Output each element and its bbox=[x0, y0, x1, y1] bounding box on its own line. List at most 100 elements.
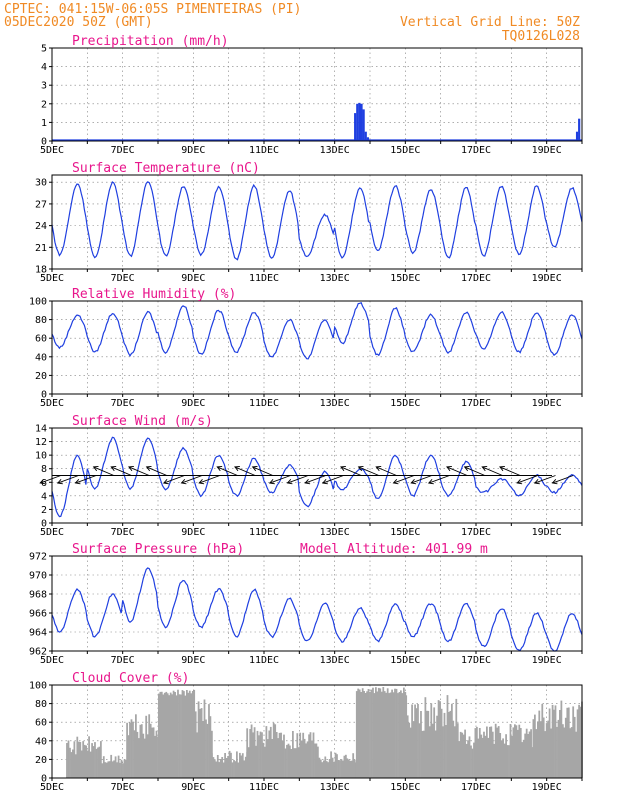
cloud-bar bbox=[92, 746, 95, 778]
cloud-bar bbox=[361, 688, 364, 778]
cloud-bar bbox=[94, 742, 96, 778]
x-tick-label: 13DEC bbox=[320, 782, 350, 793]
y-tick-label: 12 bbox=[35, 437, 47, 448]
x-tick-label: 11DEC bbox=[249, 782, 279, 793]
cloud-bar bbox=[240, 755, 243, 778]
cloud-bar bbox=[364, 693, 367, 778]
y-tick-label: 970 bbox=[29, 571, 47, 582]
x-tick-label: 11DEC bbox=[249, 655, 279, 666]
x-tick-label: 19DEC bbox=[532, 398, 562, 409]
cloud-bar bbox=[392, 692, 395, 778]
cloud-bar bbox=[194, 711, 197, 778]
cloud-bar bbox=[113, 760, 115, 778]
cloud-bar bbox=[158, 693, 160, 778]
wind-arrow bbox=[305, 475, 326, 484]
cloud-bar bbox=[299, 732, 302, 778]
x-tick-label: 13DEC bbox=[320, 273, 350, 284]
cloud-bar bbox=[408, 722, 411, 778]
cloud-bar bbox=[505, 734, 507, 778]
panel-frame bbox=[51, 47, 583, 142]
wind-arrow-head bbox=[340, 465, 346, 472]
cloud-bar bbox=[230, 752, 232, 778]
cloud-bar bbox=[570, 727, 573, 778]
cloud-bar bbox=[261, 732, 263, 778]
y-tick-label: 60 bbox=[35, 718, 47, 729]
wind-arrow bbox=[464, 466, 486, 476]
cloud-bar bbox=[258, 735, 260, 778]
cloud-bar bbox=[500, 740, 503, 778]
cloud-bar bbox=[123, 759, 126, 778]
y-tick-label: 80 bbox=[35, 699, 47, 710]
cloud-bar bbox=[132, 721, 134, 778]
wind-arrow-head bbox=[145, 465, 152, 472]
cloud-bar bbox=[77, 741, 80, 778]
cloud-bar bbox=[162, 694, 165, 778]
wind-arrow bbox=[57, 475, 79, 484]
cloud-bar bbox=[446, 695, 449, 778]
panel-title: Surface Pressure (hPa) bbox=[72, 542, 244, 557]
y-tick-label: 100 bbox=[29, 681, 47, 692]
cloud-bar bbox=[330, 751, 332, 778]
x-tick-label: 17DEC bbox=[461, 527, 491, 538]
cloud-bar bbox=[566, 707, 569, 778]
panel-annotation: Model Altitude: 401.99 m bbox=[300, 542, 488, 557]
cloud-bar bbox=[327, 762, 330, 778]
cloud-bar bbox=[97, 747, 99, 778]
cloud-bar bbox=[302, 732, 305, 778]
cloud-bar bbox=[138, 738, 140, 778]
cloud-bar bbox=[525, 728, 528, 778]
cloud-bar bbox=[417, 704, 419, 778]
x-tick-label: 17DEC bbox=[461, 782, 491, 793]
cloud-bar bbox=[111, 761, 114, 778]
cloud-bar bbox=[366, 691, 368, 778]
cloud-bar bbox=[537, 721, 539, 778]
cloud-bar bbox=[289, 745, 291, 778]
cloud-bar bbox=[101, 763, 104, 778]
precip-bar bbox=[358, 102, 361, 141]
cloud-bar bbox=[487, 737, 490, 778]
y-tick-label: 40 bbox=[35, 352, 47, 363]
wind-arrow-head bbox=[198, 479, 205, 485]
cloud-bar bbox=[142, 733, 145, 778]
wind-arrow bbox=[217, 466, 238, 476]
x-tick-label: 13DEC bbox=[320, 655, 350, 666]
cloud-bar bbox=[225, 758, 228, 778]
cloud-bar bbox=[428, 726, 431, 778]
wind-arrow bbox=[393, 475, 415, 484]
y-tick-label: 4 bbox=[41, 491, 47, 502]
cloud-bar bbox=[168, 695, 171, 778]
cloud-bar bbox=[448, 712, 450, 778]
x-tick-label: 5DEC bbox=[40, 398, 64, 409]
panel-frame bbox=[51, 555, 583, 652]
wind-arrow bbox=[163, 475, 185, 484]
cloud-bar bbox=[67, 740, 70, 778]
cloud-bar bbox=[436, 715, 438, 778]
cloud-bar bbox=[514, 724, 516, 778]
cloud-bar bbox=[423, 730, 425, 778]
cloud-bar bbox=[174, 692, 176, 778]
cloud-bar bbox=[541, 703, 544, 778]
cloud-bar bbox=[333, 761, 335, 778]
precip-bar bbox=[362, 109, 365, 141]
cloud-bar bbox=[309, 732, 312, 778]
cloud-bar bbox=[401, 693, 404, 778]
cloud-bar bbox=[484, 735, 487, 778]
wind-arrow-head bbox=[74, 479, 81, 485]
panel-frame bbox=[51, 174, 583, 270]
cloud-bar bbox=[82, 741, 85, 778]
cloud-bar bbox=[222, 762, 225, 778]
cloud-bar bbox=[172, 690, 175, 778]
wind-arrow bbox=[322, 475, 344, 484]
cloud-bar bbox=[497, 726, 500, 778]
cloud-bar bbox=[502, 738, 504, 778]
cloud-bar bbox=[331, 757, 334, 778]
cloud-bar bbox=[314, 743, 316, 778]
cloud-bar bbox=[239, 752, 241, 778]
wind-arrow-head bbox=[128, 465, 134, 472]
x-tick-label: 5DEC bbox=[40, 273, 64, 284]
y-tick-label: 20 bbox=[35, 755, 47, 766]
cloud-bar bbox=[122, 763, 124, 778]
cloud-bar bbox=[305, 743, 307, 778]
x-tick-label: 15DEC bbox=[390, 145, 420, 156]
cloud-bar bbox=[559, 710, 561, 778]
